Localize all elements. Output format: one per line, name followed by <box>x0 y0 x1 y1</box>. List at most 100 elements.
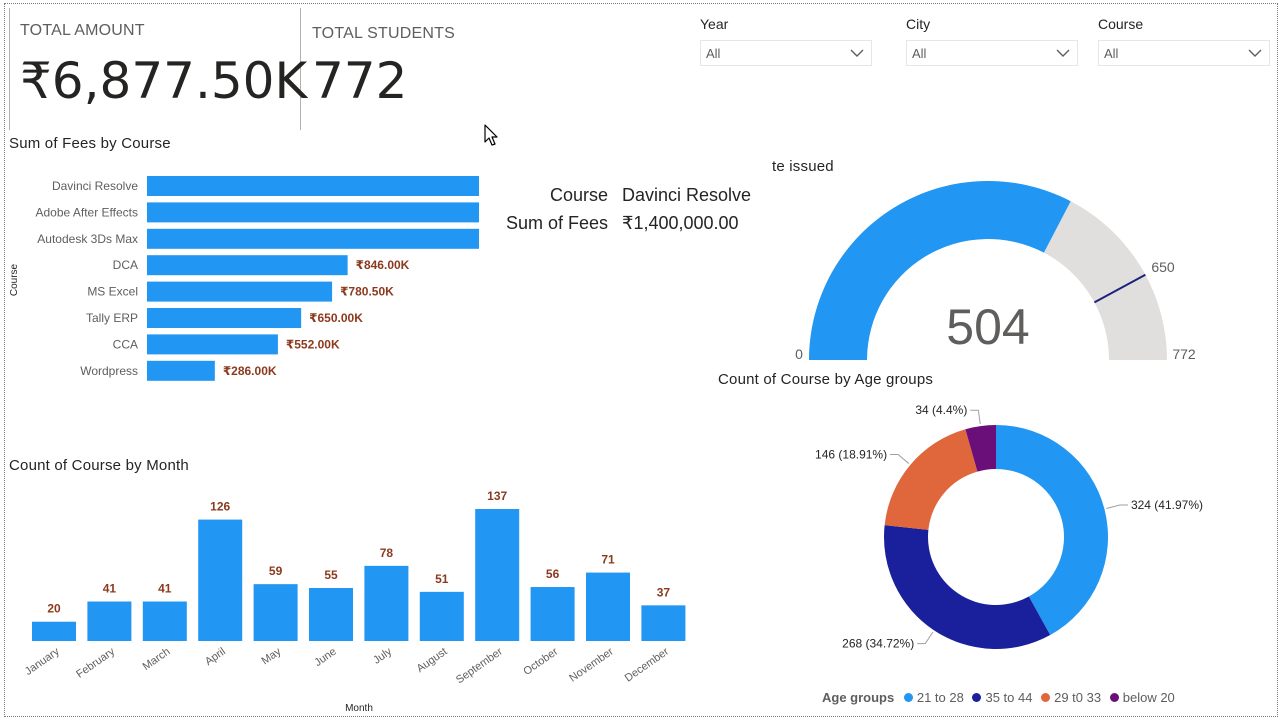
total-amount-card[interactable]: TOTAL AMOUNT ₹6,877.50K <box>9 8 307 130</box>
fees-by-course-title: Sum of Fees by Course <box>9 135 171 152</box>
month-tick-label: December <box>623 645 672 684</box>
tooltip-fees-key: Sum of Fees <box>505 213 608 233</box>
year-slicer-label: Year <box>700 16 729 32</box>
month-bar[interactable] <box>142 601 187 641</box>
course-by-month-chart[interactable]: 20 January 41 February 41 March 126 April 59 May 5… <box>0 480 700 716</box>
month-bar[interactable] <box>309 588 353 641</box>
chevron-down-icon <box>1248 49 1262 57</box>
total-amount-value: ₹6,877.50K <box>20 52 308 110</box>
fees-category-label: DCA <box>113 258 138 272</box>
fees-data-label: ₹846.00K <box>356 258 410 272</box>
chevron-down-icon <box>850 49 864 57</box>
month-bar[interactable] <box>253 584 298 641</box>
month-tick-label: May <box>259 645 283 667</box>
month-tick-label: March <box>141 646 173 673</box>
month-bar[interactable] <box>530 587 575 641</box>
fees-bar[interactable] <box>147 360 215 381</box>
donut-leader-line <box>890 454 910 464</box>
fees-category-label: Tally ERP <box>86 311 138 325</box>
gauge-value-arc <box>809 180 1071 360</box>
month-bar[interactable] <box>475 509 520 641</box>
year-dropdown-value: All <box>706 46 721 61</box>
fees-data-label: ₹286.00K <box>223 364 277 378</box>
month-bar[interactable] <box>586 572 630 641</box>
donut-data-label: 324 (41.97%) <box>1131 498 1203 512</box>
donut-data-label: 34 (4.4%) <box>915 403 967 417</box>
fees-bar[interactable] <box>147 308 302 328</box>
month-bar[interactable] <box>419 591 464 641</box>
fees-by-course-chart[interactable]: Course Davinci Resolve Adobe After Effect… <box>0 160 560 390</box>
donut-leader-line <box>1106 504 1128 510</box>
month-tick-label: October <box>521 645 560 677</box>
month-tick-label: June <box>312 646 338 670</box>
course-by-month-title: Count of Course by Month <box>9 457 189 474</box>
fees-bar[interactable] <box>147 255 348 276</box>
chart-tooltip: Course Davinci Resolve Sum of Fees ₹1,40… <box>498 185 768 241</box>
month-bar[interactable] <box>364 565 409 641</box>
month-tick-label: January <box>23 645 62 678</box>
legend-label: 35 to 44 <box>985 690 1033 705</box>
fees-bar[interactable] <box>147 202 479 223</box>
donut-slice-29-to-33[interactable] <box>884 429 978 530</box>
fees-axis-title: Course <box>9 263 20 296</box>
fees-bar[interactable] <box>147 334 278 355</box>
legend-item-21-to-28[interactable]: 21 to 28 <box>903 690 964 705</box>
donut-slice-below-20[interactable] <box>965 425 996 472</box>
fees-category-label: CCA <box>113 337 138 351</box>
month-tick-label: September <box>454 645 505 686</box>
legend-item-35-to-44[interactable]: 35 to 44 <box>972 690 1032 705</box>
report-canvas <box>4 3 1278 717</box>
donut-data-label: 146 (18.91%) <box>815 448 887 462</box>
legend-title: Age groups <box>822 690 895 705</box>
legend-label: 21 to 28 <box>916 690 964 705</box>
course-slicer-label: Course <box>1098 16 1144 32</box>
fees-bar[interactable] <box>147 176 479 196</box>
year-slicer: Year All <box>700 16 872 66</box>
certificate-gauge[interactable]: 504 0 772 650 <box>780 170 1220 370</box>
course-dropdown[interactable]: All <box>1098 40 1270 66</box>
legend-dot-icon <box>1041 693 1051 702</box>
month-data-label: 71 <box>601 553 615 567</box>
month-data-label: 59 <box>269 564 283 578</box>
tooltip-course-key: Course <box>549 185 608 205</box>
gauge-max-label: 772 <box>1172 346 1196 362</box>
tooltip-course-value: Davinci Resolve <box>622 185 752 205</box>
month-data-label: 41 <box>103 581 117 595</box>
legend-item-29-to-33[interactable]: 29 t0 33 <box>1041 690 1101 705</box>
month-tick-label: April <box>203 646 228 668</box>
city-slicer: City All <box>906 16 1078 66</box>
tooltip-fees-value: ₹1,400,000.00 <box>622 213 739 233</box>
year-dropdown[interactable]: All <box>700 40 872 66</box>
month-bar[interactable] <box>198 519 243 641</box>
legend-dot-icon <box>1109 693 1119 702</box>
month-data-label: 37 <box>657 585 671 599</box>
fees-data-label: ₹552.00K <box>286 337 340 351</box>
month-bar[interactable] <box>32 621 76 641</box>
donut-slice-21-to-28[interactable] <box>996 425 1108 636</box>
month-data-label: 126 <box>210 500 230 514</box>
mouse-pointer-icon <box>484 124 498 146</box>
legend-dot-icon <box>903 693 913 702</box>
donut-slice-35-to-44[interactable] <box>884 525 1051 649</box>
age-groups-title: Count of Course by Age groups <box>718 371 934 388</box>
city-slicer-label: City <box>906 16 931 32</box>
month-data-label: 78 <box>380 546 394 560</box>
total-students-card[interactable]: TOTAL STUDENTS 772 <box>302 8 462 130</box>
fees-category-label: Davinci Resolve <box>52 179 138 193</box>
city-dropdown[interactable]: All <box>906 40 1078 66</box>
fees-bar[interactable] <box>147 228 479 249</box>
gauge-title: te issued <box>772 158 834 175</box>
fees-category-label: Adobe After Effects <box>35 205 138 219</box>
donut-data-label: 268 (34.72%) <box>842 637 914 651</box>
legend-item-below-20[interactable]: below 20 <box>1109 690 1175 705</box>
course-dropdown-value: All <box>1104 46 1119 61</box>
month-data-label: 55 <box>324 568 338 582</box>
month-data-label: 51 <box>435 572 449 586</box>
age-groups-donut[interactable]: 324 (41.97%) 268 (34.72%) 146 (18.91%) 34 (… <box>780 395 1260 680</box>
month-tick-label: August <box>415 646 450 675</box>
month-bar[interactable] <box>87 601 132 641</box>
month-bar[interactable] <box>641 605 686 641</box>
month-data-label: 41 <box>158 581 172 595</box>
city-dropdown-value: All <box>912 46 927 61</box>
fees-bar[interactable] <box>147 281 333 302</box>
